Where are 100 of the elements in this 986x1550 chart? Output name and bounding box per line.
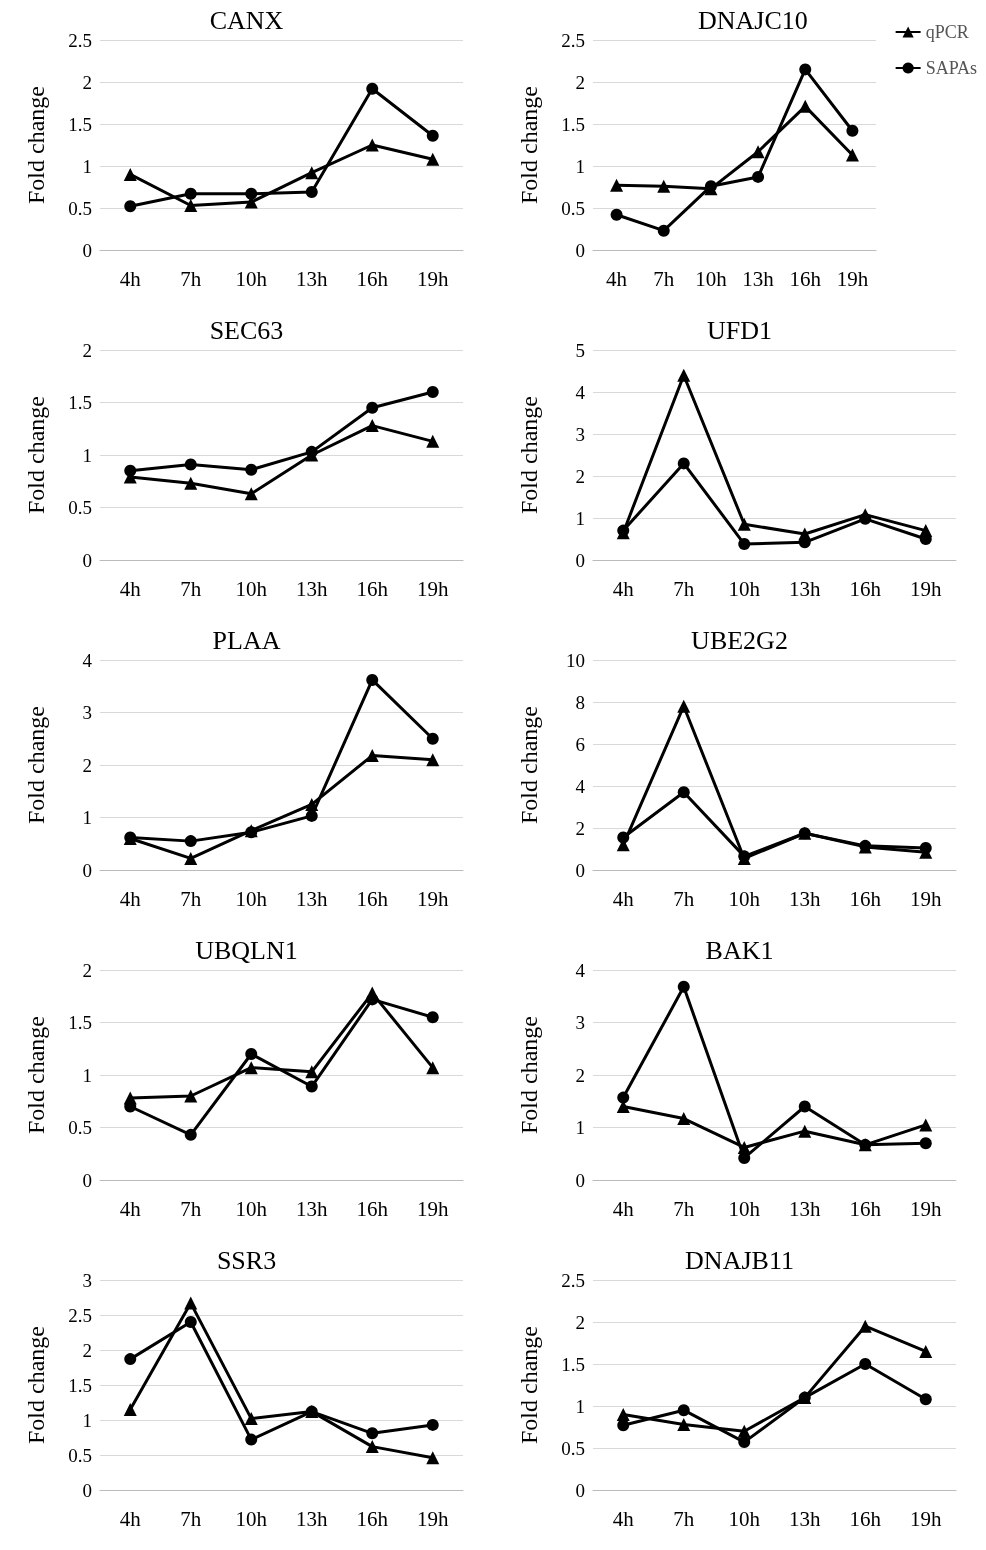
x-tick-label: 10h [235,576,268,601]
chart-title: CANX [209,5,284,35]
x-tick-label: 16h [356,576,389,601]
x-tick-label: 4h [119,266,142,291]
y-tick-label: 2 [82,1339,92,1361]
x-tick-label: 10h [235,1506,268,1531]
x-tick-label: 19h [910,1506,942,1531]
y-tick-label: 4 [575,775,586,797]
x-tick-label: 4h [612,1196,635,1221]
x-tick-label: 13h [296,1196,328,1221]
x-tick-label: 10h [728,886,761,911]
x-tick-label: 13h [789,1506,821,1531]
legend-label: SAPAs [925,58,977,78]
y-tick-label: 2.5 [561,1269,585,1291]
y-tick-label: 1 [575,1117,585,1138]
x-tick-label: 13h [789,886,821,911]
y-tick-label: 3 [575,423,585,445]
y-axis-title: Fold change [516,706,542,824]
y-axis-title: Fold change [23,1326,49,1444]
x-tick-label: 13h [296,576,328,601]
y-tick-label: 0 [575,239,585,261]
chart-title: UFD1 [706,315,773,345]
y-axis-title: Fold change [23,396,49,514]
y-axis-title: Fold change [516,396,542,514]
y-tick-label: 1.5 [561,113,585,135]
chart-title: BAK1 [705,935,774,965]
x-tick-label: 4h [119,1196,142,1221]
x-tick-label: 13h [296,886,328,911]
x-tick-label: 16h [356,886,389,911]
x-tick-label: 7h [673,886,695,911]
x-tick-label: 10h [728,1506,761,1531]
y-tick-label: 0 [575,1169,585,1191]
x-tick-label: 19h [417,1196,449,1221]
x-tick-label: 19h [417,886,449,911]
chart-title: DNAJB11 [685,1245,794,1275]
y-tick-label: 8 [575,691,585,713]
y-tick-label: 3 [82,702,92,723]
x-tick-label: 13h [296,1506,328,1531]
y-tick-label: 2 [82,754,92,776]
y-tick-label: 1.5 [68,113,92,135]
y-tick-label: 1.5 [68,392,92,413]
legend-label: qPCR [925,22,969,42]
x-tick-label: 10h [235,886,268,911]
y-tick-label: 2 [575,1311,585,1333]
y-axis-title: Fold change [516,1326,542,1444]
chart-title: UBQLN1 [195,935,298,965]
y-tick-label: 4 [575,381,586,403]
x-tick-label: 16h [849,576,882,601]
y-tick-label: 4 [82,649,93,671]
y-tick-label: 1 [82,1064,92,1086]
x-tick-label: 19h [417,1506,449,1531]
x-tick-label: 7h [180,1506,202,1531]
y-tick-label: 2 [82,71,92,93]
x-tick-label: 16h [849,1196,882,1221]
x-tick-label: 4h [612,886,635,911]
x-tick-label: 19h [836,266,869,291]
x-tick-label: 13h [296,266,328,291]
y-tick-label: 0.5 [561,1437,585,1459]
y-tick-label: 2 [575,465,585,487]
chart-title: SSR3 [216,1245,277,1275]
y-tick-label: 1.5 [68,1374,92,1396]
chart-title: UBE2G2 [691,625,788,655]
y-tick-label: 6 [575,733,585,755]
x-tick-label: 7h [180,576,202,601]
y-tick-label: 2 [82,339,92,361]
y-tick-label: 4 [575,959,586,981]
y-tick-label: 0 [82,549,92,571]
y-tick-label: 1 [82,1409,92,1431]
y-tick-label: 1 [82,155,92,177]
y-axis-title: Fold change [23,86,49,204]
y-tick-label: 2.5 [561,29,585,51]
y-tick-label: 3 [575,1012,585,1033]
x-tick-label: 4h [119,1506,142,1531]
y-tick-label: 2 [575,817,585,839]
x-tick-label: 19h [910,1196,942,1221]
y-tick-label: 1.5 [68,1012,92,1033]
chart-title: PLAA [212,625,281,655]
y-tick-label: 2 [575,1064,585,1086]
x-tick-label: 10h [728,1196,761,1221]
y-tick-label: 0.5 [68,197,92,219]
x-tick-label: 16h [356,1506,389,1531]
y-tick-label: 1 [82,807,92,828]
x-tick-label: 19h [910,576,942,601]
y-tick-label: 0 [82,1169,92,1191]
x-tick-label: 13h [789,576,821,601]
y-tick-label: 0.5 [68,1444,92,1466]
y-tick-label: 2 [82,959,92,981]
y-tick-label: 0 [575,549,585,571]
y-tick-label: 0 [82,239,92,261]
x-tick-label: 10h [235,1196,268,1221]
x-tick-label: 16h [356,1196,389,1221]
y-tick-label: 2 [575,71,585,93]
x-tick-label: 10h [235,266,268,291]
y-tick-label: 1.5 [561,1353,585,1375]
y-tick-label: 1 [575,1395,585,1417]
x-tick-label: 16h [789,266,822,291]
y-tick-label: 3 [82,1269,92,1291]
x-tick-label: 7h [180,1196,202,1221]
x-tick-label: 4h [612,1506,635,1531]
y-tick-label: 1 [575,155,585,177]
